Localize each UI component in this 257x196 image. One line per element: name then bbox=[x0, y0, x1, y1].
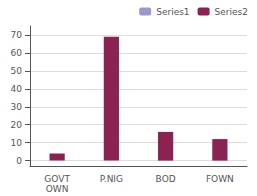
svg-text:GOVT: GOVT bbox=[44, 174, 70, 184]
svg-text:20: 20 bbox=[11, 120, 23, 130]
svg-text:FOWN: FOWN bbox=[206, 174, 234, 184]
svg-text:Series2: Series2 bbox=[215, 7, 248, 17]
svg-text:BOD: BOD bbox=[156, 174, 176, 184]
svg-text:10: 10 bbox=[11, 138, 23, 148]
svg-text:Series1: Series1 bbox=[156, 7, 189, 17]
svg-text:30: 30 bbox=[11, 102, 23, 112]
svg-text:50: 50 bbox=[11, 66, 23, 76]
svg-text:OWN: OWN bbox=[46, 184, 69, 194]
svg-text:40: 40 bbox=[11, 84, 23, 94]
svg-text:60: 60 bbox=[11, 48, 23, 58]
svg-text:70: 70 bbox=[11, 30, 23, 40]
svg-text:P.NIG: P.NIG bbox=[100, 174, 123, 184]
svg-text:0: 0 bbox=[16, 156, 22, 166]
